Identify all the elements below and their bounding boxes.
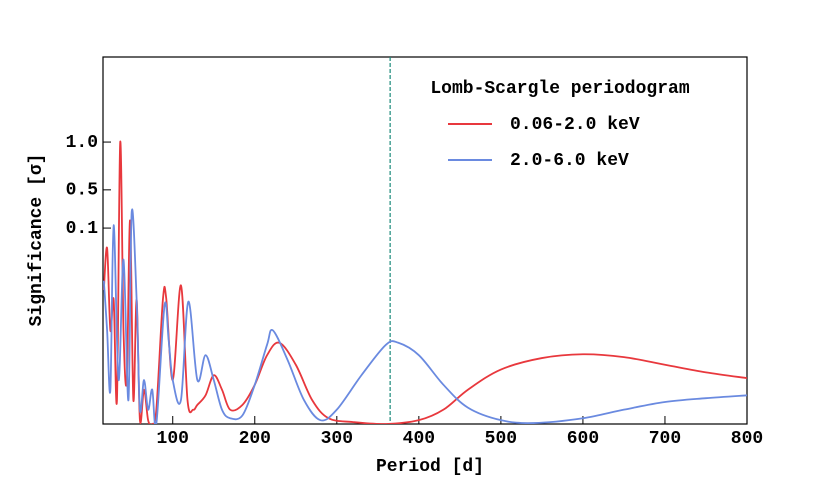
x-tick-label: 100 bbox=[157, 429, 189, 449]
legend-title: Lomb-Scargle periodogram bbox=[430, 79, 689, 99]
x-axis-label: Period [d] bbox=[376, 457, 484, 477]
x-tick-label: 700 bbox=[649, 429, 681, 449]
x-tick-label: 200 bbox=[239, 429, 271, 449]
legend-label: 2.0-6.0 keV bbox=[510, 151, 629, 171]
y-tick-label: 0.5 bbox=[66, 181, 98, 201]
x-tick-label: 600 bbox=[567, 429, 599, 449]
plot-frame bbox=[102, 56, 748, 425]
x-tick-label: 300 bbox=[321, 429, 353, 449]
line bbox=[103, 141, 747, 424]
y-tick-label: 1.0 bbox=[66, 133, 98, 153]
y-tick-label: 0.1 bbox=[66, 219, 99, 239]
line bbox=[103, 208, 747, 424]
x-tick-label: 500 bbox=[485, 429, 517, 449]
legend-label: 0.06-2.0 keV bbox=[510, 115, 640, 135]
y-axis-label: Significance [σ] bbox=[27, 154, 47, 327]
x-tick-label: 800 bbox=[731, 429, 763, 449]
x-tick-label: 400 bbox=[403, 429, 435, 449]
